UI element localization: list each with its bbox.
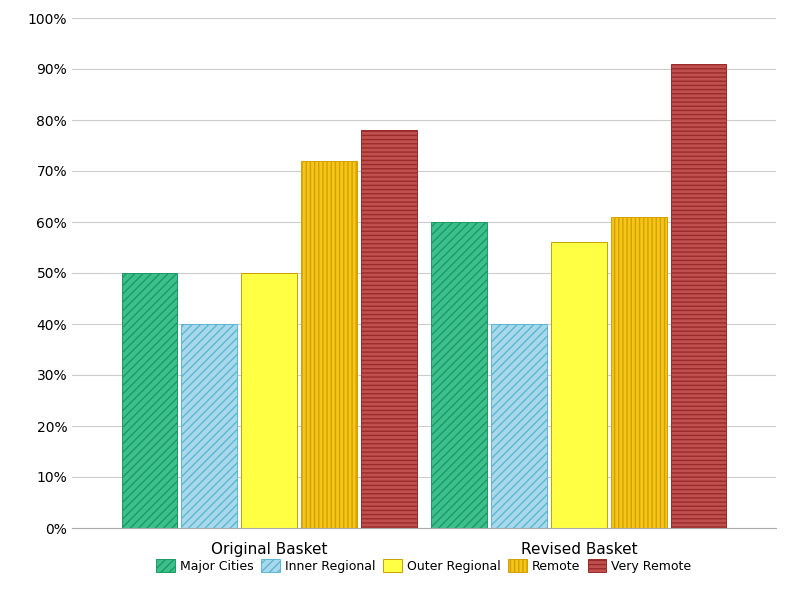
Bar: [361, 130, 417, 528]
Legend: Major Cities, Inner Regional, Outer Regional, Remote, Very Remote: Major Cities, Inner Regional, Outer Regi…: [151, 554, 697, 578]
Bar: [242, 273, 297, 528]
Bar: [122, 273, 178, 528]
Bar: [551, 242, 606, 528]
Bar: [670, 64, 726, 528]
Bar: [491, 324, 547, 528]
Bar: [301, 161, 357, 528]
Bar: [431, 222, 487, 528]
Bar: [182, 324, 237, 528]
Bar: [611, 217, 666, 528]
